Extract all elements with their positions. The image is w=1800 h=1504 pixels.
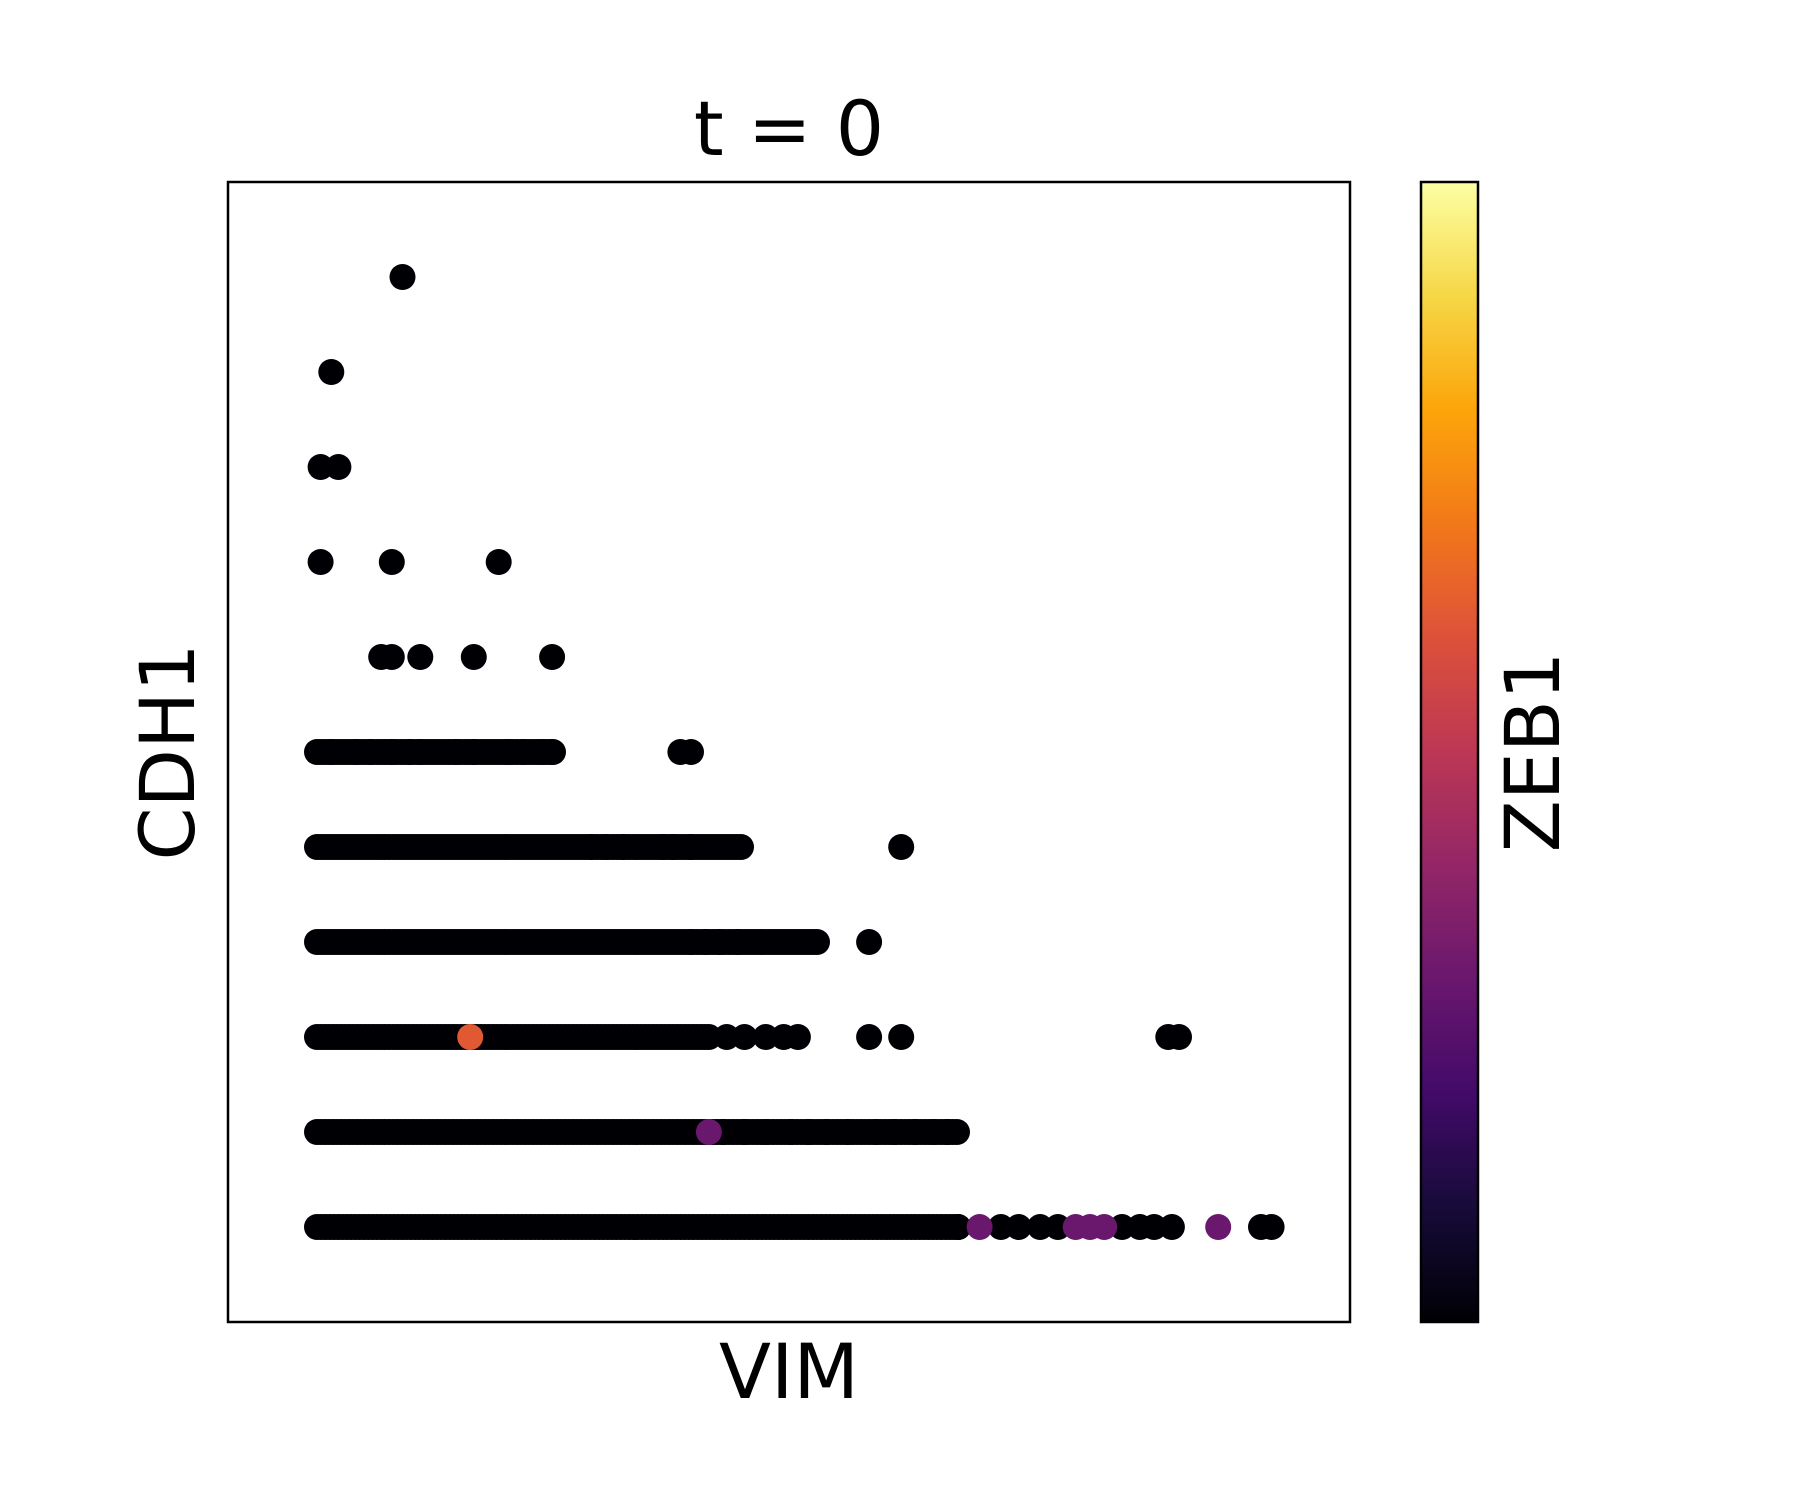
data-point bbox=[1091, 1214, 1118, 1240]
data-point bbox=[678, 834, 704, 860]
data-point bbox=[539, 644, 566, 670]
data-point bbox=[457, 1024, 484, 1050]
data-point bbox=[1141, 1214, 1168, 1240]
data-point bbox=[695, 1024, 722, 1050]
data-point bbox=[660, 834, 687, 860]
dense-row-3 bbox=[304, 1024, 718, 1050]
data-point bbox=[934, 1119, 961, 1145]
data-point bbox=[987, 1214, 1014, 1240]
colorbar-label: ZEB1 bbox=[1488, 652, 1577, 853]
data-point bbox=[888, 1024, 915, 1050]
data-point bbox=[795, 1119, 822, 1145]
data-point bbox=[357, 739, 384, 765]
data-point bbox=[752, 1024, 779, 1050]
dense-row-base bbox=[304, 1214, 972, 1240]
data-point bbox=[784, 1024, 811, 1050]
data-point bbox=[731, 1119, 758, 1145]
data-point bbox=[1044, 1214, 1071, 1240]
colorbar bbox=[1419, 180, 1480, 1324]
data-point bbox=[389, 264, 416, 290]
data-point bbox=[460, 644, 487, 670]
y-axis-label: CDH1 bbox=[123, 643, 212, 860]
data-point bbox=[813, 1119, 840, 1145]
data-point bbox=[610, 834, 637, 860]
data-point bbox=[1158, 1214, 1185, 1240]
data-point bbox=[695, 1119, 722, 1145]
data-point bbox=[1258, 1214, 1285, 1240]
data-point bbox=[307, 549, 334, 575]
data-point bbox=[856, 929, 883, 955]
points-layer bbox=[304, 264, 1285, 1240]
data-point bbox=[325, 454, 352, 480]
chart-title: t = 0 bbox=[694, 84, 884, 173]
data-point bbox=[1027, 1214, 1054, 1240]
data-point bbox=[378, 739, 405, 765]
data-point bbox=[724, 929, 751, 955]
data-point bbox=[1005, 1214, 1032, 1240]
data-point bbox=[407, 739, 434, 765]
data-point bbox=[706, 929, 733, 955]
data-point bbox=[407, 644, 434, 670]
data-point bbox=[728, 834, 754, 860]
data-point bbox=[460, 739, 487, 765]
data-point bbox=[752, 1119, 779, 1145]
plot-frame bbox=[226, 180, 1352, 1324]
data-point bbox=[731, 1024, 758, 1050]
data-point bbox=[1109, 1214, 1135, 1240]
data-point bbox=[888, 834, 915, 860]
data-point bbox=[485, 549, 512, 575]
data-point bbox=[378, 644, 405, 670]
data-point bbox=[966, 1214, 993, 1240]
data-point bbox=[592, 834, 619, 860]
data-point bbox=[902, 1119, 929, 1145]
data-point bbox=[777, 1119, 804, 1145]
x-axis-label: VIM bbox=[719, 1327, 859, 1416]
data-point bbox=[881, 1119, 908, 1145]
data-point bbox=[510, 739, 537, 765]
data-point bbox=[834, 1119, 861, 1145]
data-point bbox=[678, 739, 704, 765]
data-point bbox=[443, 739, 469, 765]
data-point bbox=[307, 454, 334, 480]
data-point bbox=[1166, 1024, 1192, 1050]
data-point bbox=[863, 1119, 890, 1145]
dense-row-2 bbox=[304, 929, 830, 955]
data-point bbox=[713, 1024, 740, 1050]
data-point bbox=[804, 929, 830, 955]
data-point bbox=[378, 549, 405, 575]
data-point bbox=[945, 1214, 972, 1240]
data-point bbox=[318, 739, 345, 765]
data-point bbox=[1205, 1214, 1232, 1240]
data-point bbox=[318, 359, 345, 385]
data-point bbox=[856, 1024, 883, 1050]
data-point bbox=[539, 739, 566, 765]
